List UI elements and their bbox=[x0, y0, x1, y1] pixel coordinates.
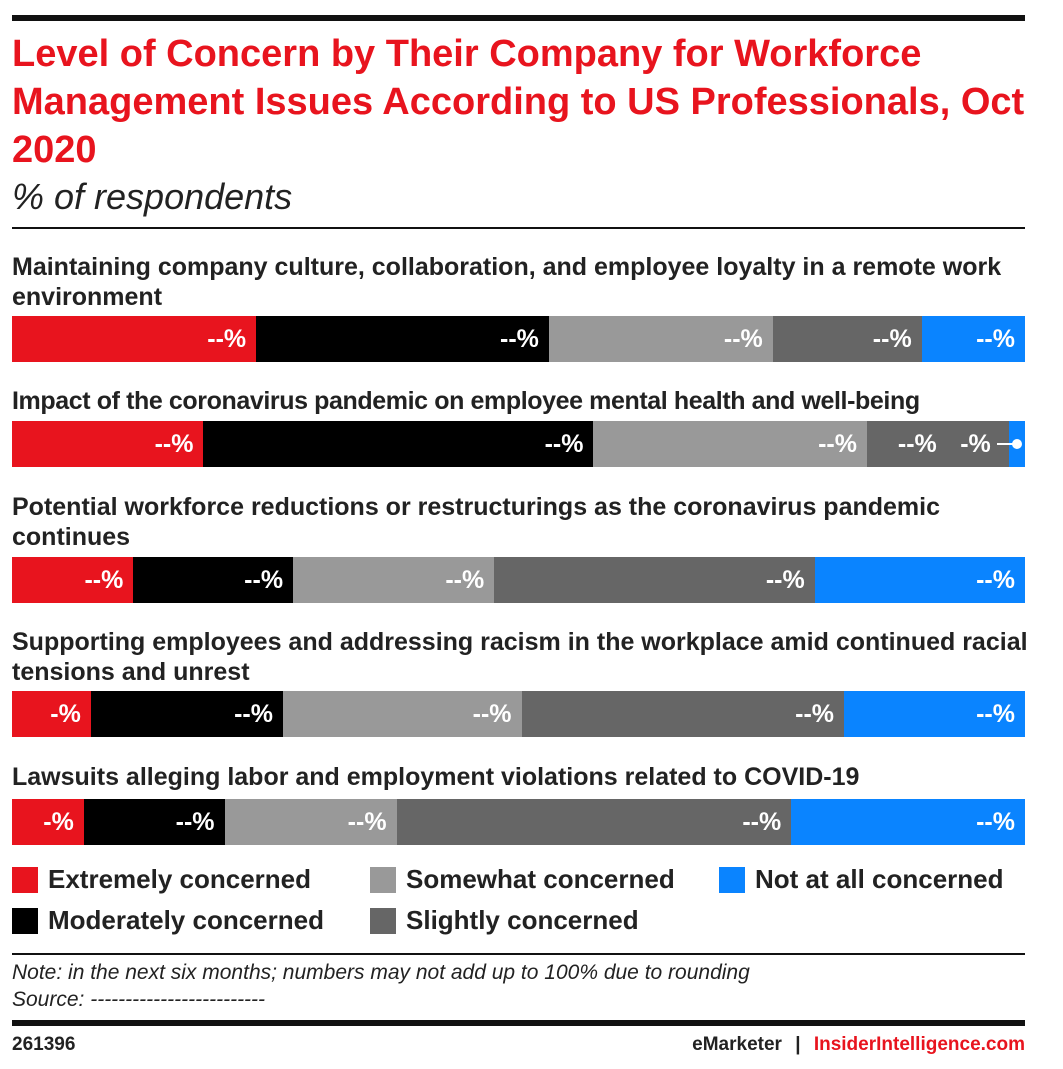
data-label: --% bbox=[347, 808, 387, 836]
data-label: --% bbox=[234, 700, 273, 728]
data-label: --% bbox=[872, 325, 912, 353]
category-label: Lawsuits alleging labor and employment v… bbox=[12, 763, 860, 791]
bar-segment bbox=[90, 691, 283, 737]
bar-segment bbox=[224, 799, 397, 845]
data-label: --% bbox=[723, 325, 763, 353]
legend-item-not-at-all: Not at all concerned bbox=[719, 864, 1004, 895]
stacked-bar: --% --% --% --% --% bbox=[12, 557, 1025, 603]
source: Source: ------------------------- bbox=[12, 988, 266, 1011]
legend-label: Moderately concerned bbox=[48, 905, 324, 935]
bar-segment bbox=[12, 316, 257, 362]
chart-subtitle: % of respondents bbox=[12, 176, 293, 217]
bar-segment bbox=[921, 316, 1025, 362]
brand-separator: | bbox=[795, 1034, 801, 1055]
note: Note: in the next six months; numbers ma… bbox=[12, 961, 750, 984]
data-label: --% bbox=[818, 430, 857, 458]
data-label: --% bbox=[765, 566, 805, 594]
bar-segment bbox=[83, 799, 225, 845]
bar-segment bbox=[593, 421, 867, 467]
legend-swatch bbox=[719, 866, 745, 893]
data-label: --% bbox=[976, 325, 1015, 353]
legend-label: Somewhat concerned bbox=[406, 864, 675, 894]
category-label: Impact of the coronavirus pandemic on em… bbox=[12, 387, 920, 415]
data-label: --% bbox=[976, 700, 1015, 728]
stacked-bar: --% --% --% --% --% bbox=[12, 316, 1025, 362]
brand-emarketer: eMarketer bbox=[692, 1034, 782, 1055]
data-label: --% bbox=[175, 808, 215, 836]
stacked-bar: -% --% --% --% --% bbox=[12, 799, 1025, 845]
data-label: --% bbox=[976, 566, 1015, 594]
title-divider bbox=[12, 227, 1025, 229]
data-label: --% bbox=[154, 430, 194, 458]
data-label: --% bbox=[84, 566, 124, 594]
bar-segment bbox=[12, 799, 84, 845]
bar-segment bbox=[282, 691, 522, 737]
chart-header: Level of Concern by Their Company for Wo… bbox=[12, 30, 1057, 220]
data-label: --% bbox=[244, 566, 284, 594]
note-divider bbox=[12, 953, 1025, 955]
bar-segment bbox=[844, 691, 1025, 737]
bar-segment bbox=[791, 799, 1025, 845]
bar-segment bbox=[521, 691, 845, 737]
legend-swatch bbox=[12, 866, 38, 893]
category-label: Potential workforce reductions or restru… bbox=[12, 493, 941, 551]
callout-dot bbox=[1011, 439, 1022, 449]
data-label: -% bbox=[43, 808, 74, 836]
legend-label: Extremely concerned bbox=[48, 864, 312, 894]
callout-line bbox=[996, 443, 1017, 445]
data-label: --% bbox=[897, 430, 937, 458]
bar-segment bbox=[494, 557, 815, 603]
bar-segment bbox=[548, 316, 773, 362]
data-label: --% bbox=[976, 808, 1015, 836]
legend-item-moderately: Moderately concerned bbox=[12, 905, 324, 936]
legend-swatch bbox=[370, 866, 396, 893]
bar-segment bbox=[12, 557, 134, 603]
bar-segment bbox=[256, 316, 549, 362]
stacked-bar: -% --% --% --% --% bbox=[12, 691, 1025, 737]
data-label: --% bbox=[795, 700, 835, 728]
bar-segment bbox=[814, 557, 1025, 603]
category-label: Maintaining company culture, collaborati… bbox=[12, 253, 1002, 311]
legend-label: Slightly concerned bbox=[406, 905, 639, 935]
legend-item-extremely: Extremely concerned bbox=[12, 864, 311, 895]
data-label: --% bbox=[544, 430, 584, 458]
bar-segment bbox=[866, 421, 1009, 467]
category-label: Supporting employees and addressing raci… bbox=[12, 628, 1028, 686]
data-label: --% bbox=[472, 700, 512, 728]
bar-segment bbox=[12, 691, 91, 737]
bar-segment bbox=[772, 316, 922, 362]
data-label: --% bbox=[207, 325, 247, 353]
data-label: -% bbox=[50, 700, 81, 728]
brand: eMarketer | InsiderIntelligence.com bbox=[692, 1034, 1025, 1056]
bottom-rule bbox=[12, 1020, 1025, 1026]
chart-id: 261396 bbox=[12, 1034, 76, 1055]
chart-title: Level of Concern by Their Company for Wo… bbox=[12, 33, 1025, 171]
brand-insider: InsiderIntelligence.com bbox=[813, 1034, 1025, 1055]
data-label: --% bbox=[742, 808, 782, 836]
legend-swatch bbox=[370, 907, 396, 934]
bar-segment bbox=[293, 557, 495, 603]
bar-segment bbox=[203, 421, 594, 467]
stacked-bar: --% --% --% --% -% bbox=[12, 421, 1025, 467]
data-label: --% bbox=[500, 325, 539, 353]
legend-item-slightly: Slightly concerned bbox=[370, 905, 639, 936]
legend-swatch bbox=[12, 907, 38, 934]
bar-segment bbox=[133, 557, 294, 603]
top-rule bbox=[12, 15, 1025, 21]
legend-label: Not at all concerned bbox=[755, 864, 1004, 894]
bar-segment bbox=[12, 421, 204, 467]
data-label: -% bbox=[960, 430, 991, 458]
data-label: --% bbox=[445, 566, 485, 594]
bar-segment bbox=[396, 799, 792, 845]
legend-item-somewhat: Somewhat concerned bbox=[370, 864, 675, 895]
